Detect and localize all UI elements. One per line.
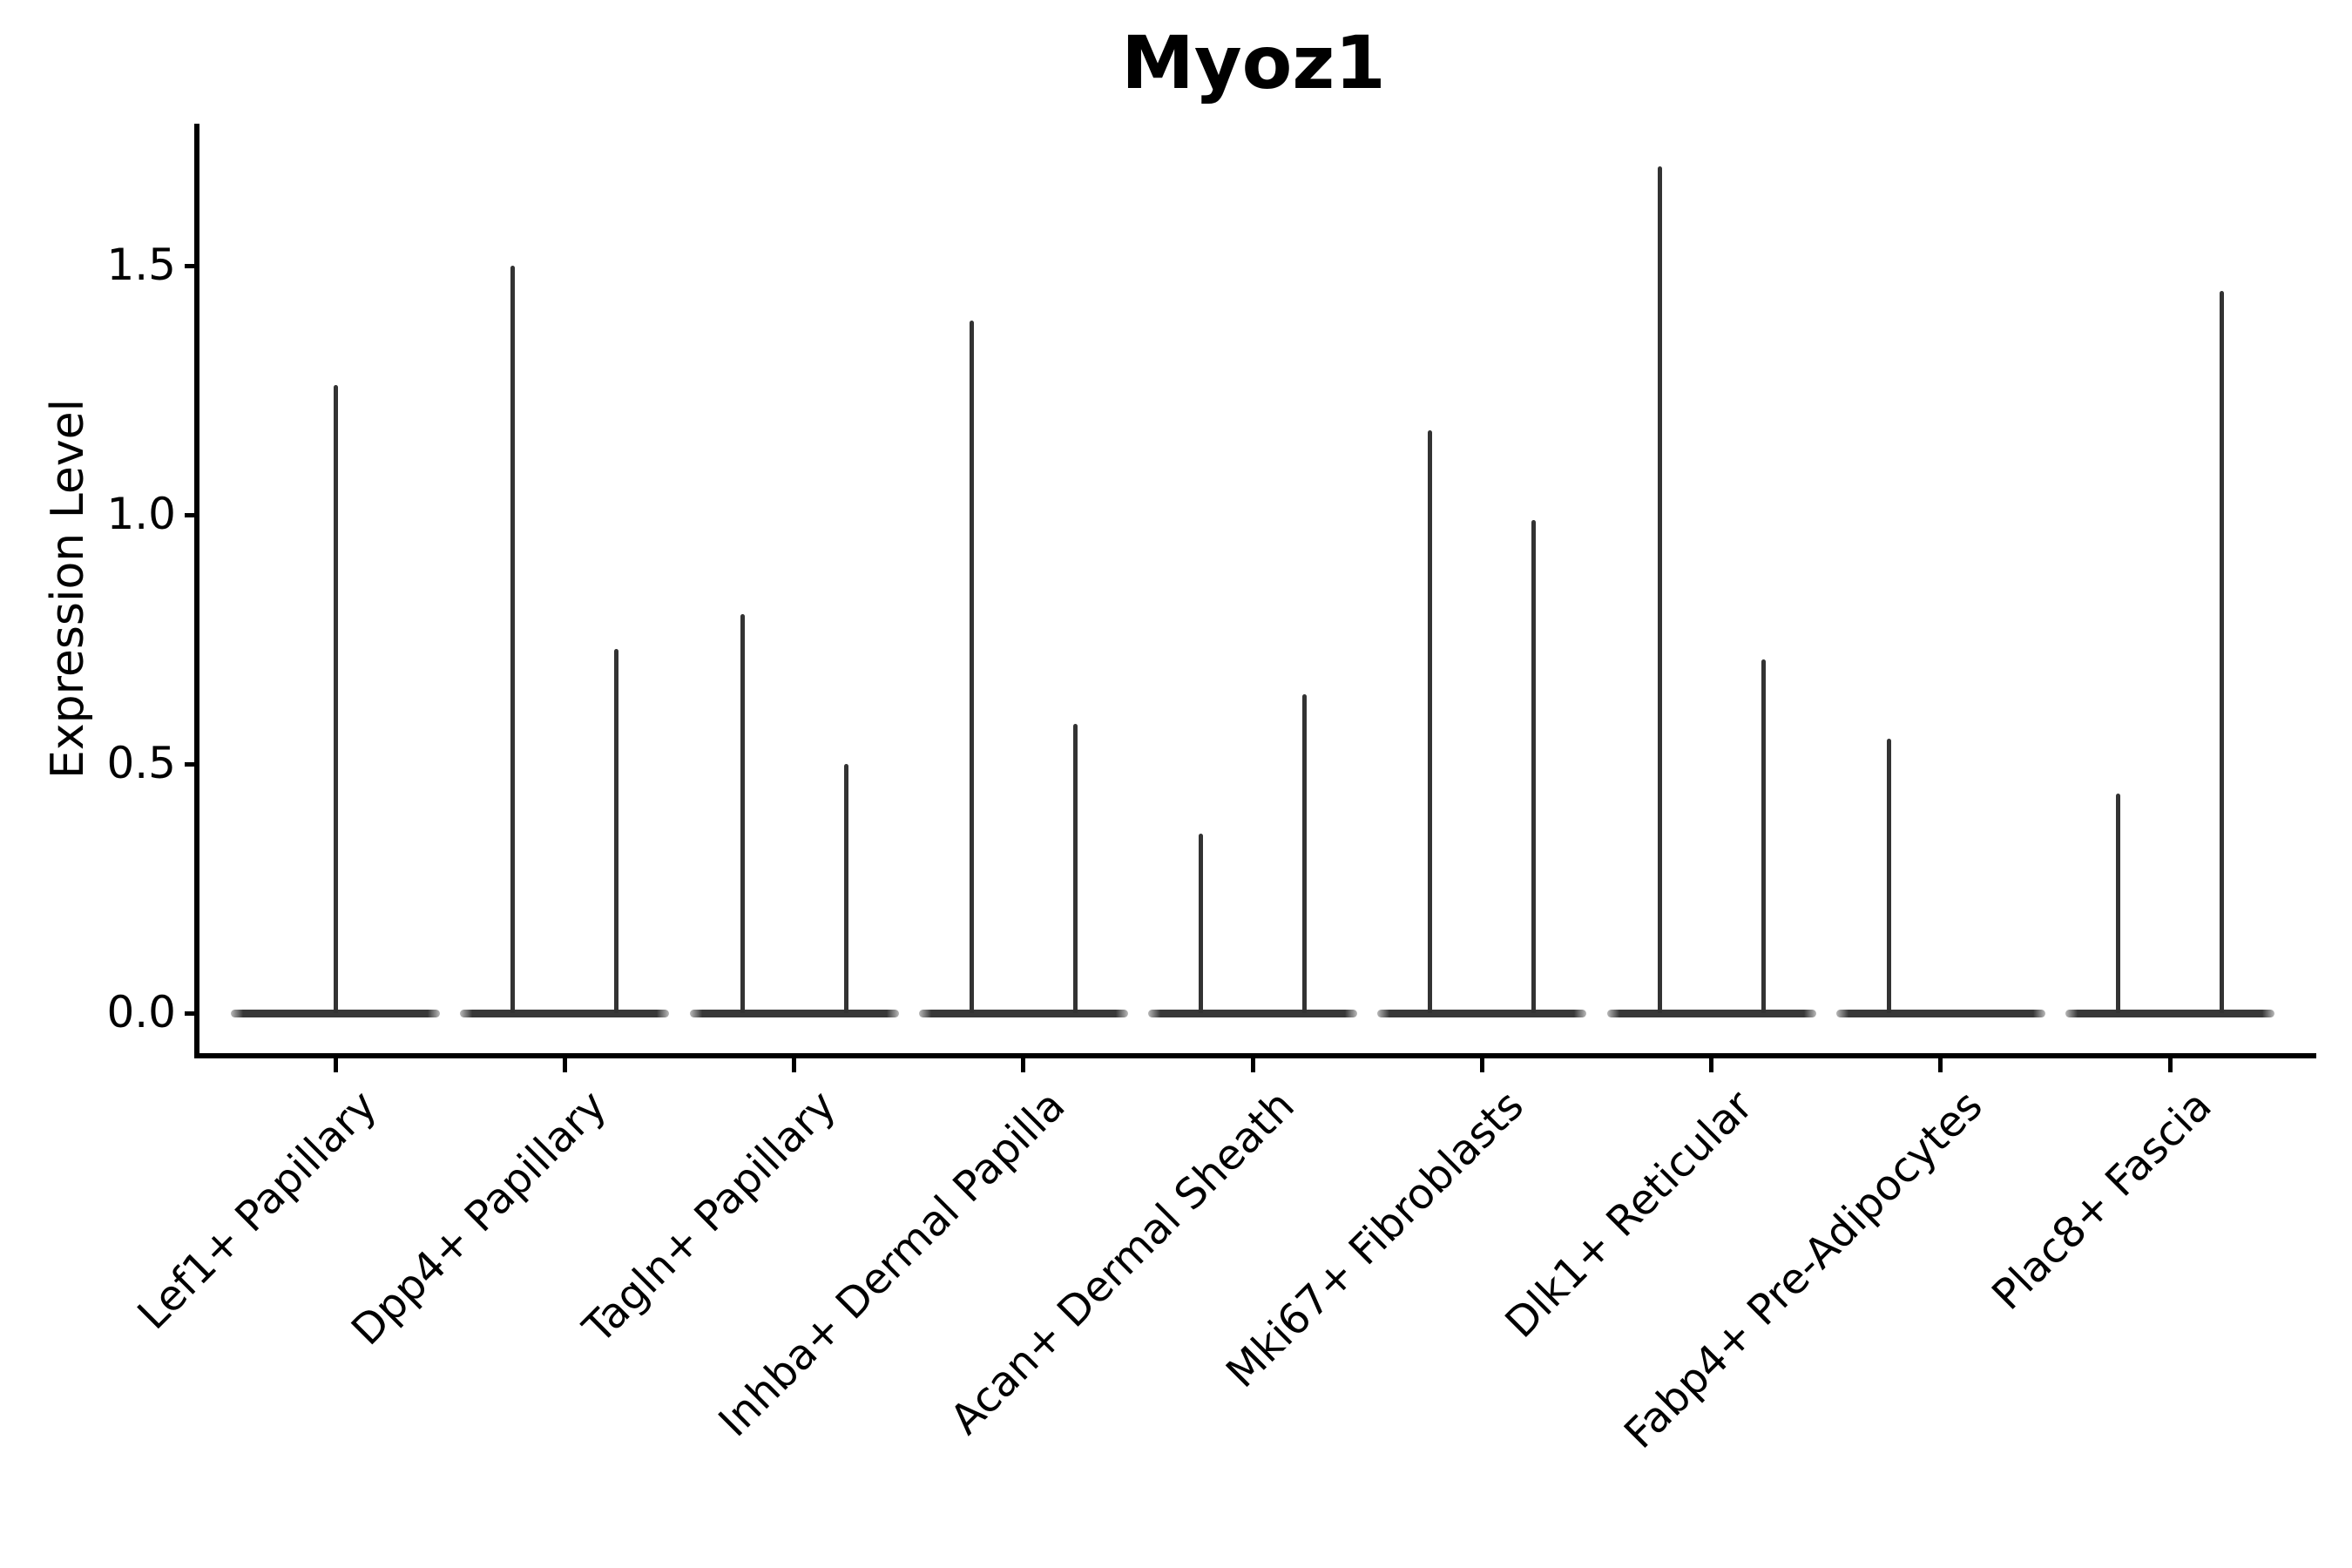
violin-baseline [2065,1009,2274,1017]
violin-spike-right [843,764,848,1013]
violin-baseline [1148,1009,1357,1017]
x-tick-label: Lef1+ Papillary [128,1081,387,1340]
violin-spike-center [333,385,338,1013]
violin-baseline [231,1009,440,1017]
x-tick-mark [792,1057,796,1072]
violin-baseline [689,1009,899,1017]
violin-spike-left [969,320,974,1013]
x-axis-spine [194,1053,2316,1058]
y-tick-mark [185,512,197,517]
y-tick-label: 1.5 [106,240,176,290]
x-tick-label: Tagln+ Papillary [573,1081,846,1353]
violin-spike-right [1302,693,1307,1013]
violin-spike-right [2220,290,2224,1013]
chart-title: Myoz1 [1121,20,1386,105]
violin-spike-right [614,649,619,1013]
x-tick-mark [562,1057,567,1072]
x-tick-mark [333,1057,338,1072]
violin-baseline [918,1009,1128,1017]
x-tick-label: Dlk1+ Reticular [1496,1081,1763,1348]
y-tick-label: 1.0 [106,489,176,539]
y-tick-mark [185,761,197,767]
violin-spike-left [740,614,745,1013]
violin-spike-right [1761,659,1766,1013]
x-tick-mark [1021,1057,1026,1072]
y-axis-spine [194,124,199,1058]
violin-spike-left [1886,739,1891,1013]
violin-baseline [1377,1009,1587,1017]
violin-spike-left [1657,166,1662,1013]
violin-spike-left [2116,794,2120,1013]
y-tick-mark [185,263,197,268]
violin-spike-left [510,266,516,1013]
x-tick-mark [1479,1057,1484,1072]
violin-baseline [460,1009,670,1017]
x-tick-mark [1938,1057,1943,1072]
y-tick-label: 0.5 [106,738,176,788]
violin-baseline [1606,1009,1816,1017]
violin-spike-right [1531,519,1537,1013]
y-axis-label: Expression Level [42,398,94,780]
x-tick-mark [1250,1057,1255,1072]
x-tick-label: Dpp4+ Papillary [341,1081,617,1355]
x-tick-mark [1709,1057,1713,1072]
y-tick-label: 0.0 [106,987,176,1037]
y-tick-mark [185,1010,197,1016]
x-tick-mark [2167,1057,2173,1072]
violin-spike-right [1072,724,1078,1013]
x-tick-label: Plac8+ Fascia [1983,1081,2221,1320]
violin-spike-left [1428,429,1433,1013]
violin-spike-left [1199,834,1203,1013]
violin-baseline [1835,1009,2045,1017]
